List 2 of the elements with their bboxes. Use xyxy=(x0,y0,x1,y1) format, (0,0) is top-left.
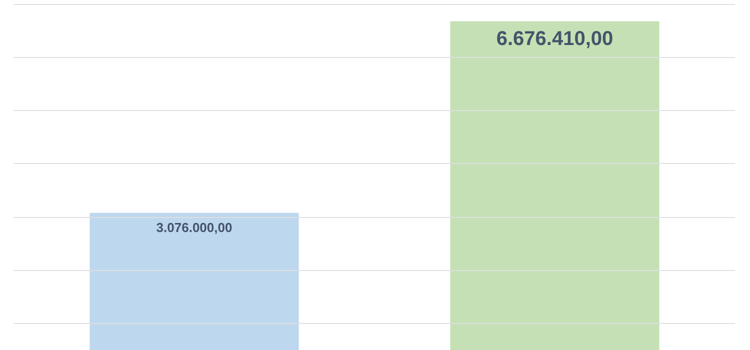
data-label: 3.076.000,00 xyxy=(156,220,232,235)
data-label: 6.676.410,00 xyxy=(496,28,614,50)
